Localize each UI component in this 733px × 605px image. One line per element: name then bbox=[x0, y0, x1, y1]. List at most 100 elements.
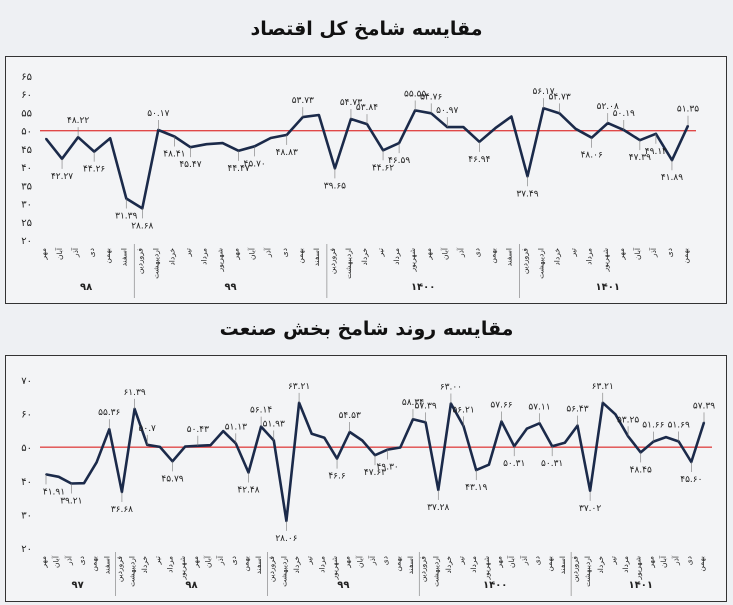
chart2-point bbox=[310, 432, 313, 435]
chart2-data-label: ۵۰.۷ bbox=[139, 424, 157, 434]
chart2-xtick: آذر bbox=[367, 555, 377, 566]
chart1-xtick: تیر bbox=[569, 248, 578, 258]
chart2-xtick: مهر bbox=[646, 556, 655, 569]
chart1-xtick: آذر bbox=[70, 247, 80, 258]
chart1-data-label: ۵۴.۷۳ bbox=[548, 92, 570, 102]
chart1-ytick: ۴۰ bbox=[21, 163, 32, 174]
chart2-data-label: ۳۷.۰۲ bbox=[579, 504, 601, 514]
chart1-point bbox=[189, 146, 192, 149]
chart2-point bbox=[272, 439, 275, 442]
chart1-xtick: مرداد bbox=[585, 248, 594, 265]
chart2-point bbox=[171, 460, 174, 463]
chart2-xtick: بهمن bbox=[241, 556, 250, 572]
chart2-data-label: ۵۳.۲۵ bbox=[617, 415, 639, 425]
chart2-data-label: ۵۱.۱۳ bbox=[225, 422, 247, 432]
chart1-year-label: ۹۹ bbox=[224, 282, 236, 293]
chart1-data-label: ۳۷.۴۹ bbox=[516, 189, 538, 199]
chart1-xtick: بهمن bbox=[488, 248, 497, 264]
chart2-xtick: مهر bbox=[39, 556, 48, 569]
chart2-xtick: تیر bbox=[305, 556, 314, 566]
chart2-xtick: اردیبهشت bbox=[431, 556, 440, 587]
chart1-point bbox=[253, 145, 256, 148]
chart1-point bbox=[205, 143, 208, 146]
chart2-xtick: مهر bbox=[495, 556, 504, 569]
chart2-point bbox=[361, 439, 364, 442]
chart2-data-label: ۵۱.۹۳ bbox=[263, 419, 285, 429]
chart1-data-label: ۲۸.۶۸ bbox=[131, 221, 153, 231]
chart2-data-label: ۶۱.۳۹ bbox=[123, 388, 145, 398]
chart2-data-label: ۶۳.۲۱ bbox=[288, 382, 310, 392]
chart1-xtick: تیر bbox=[376, 248, 385, 258]
chart2-point bbox=[95, 461, 98, 464]
chart2-point bbox=[551, 445, 554, 448]
chart1-data-label: ۵۰.۱۹ bbox=[613, 109, 635, 119]
chart2-xtick: شهریور bbox=[482, 556, 491, 580]
chart1-svg: ۲۰ ۲۵ ۳۰ ۳۵ ۴۰ ۴۵ ۵۰ ۵۵ ۶۰ ۶۵ ۴۲.۲۷ ۴۸.۲۲ ۴۴.۲۶ ۳۱.۳۹… bbox=[21, 72, 699, 298]
chart1-point bbox=[157, 129, 160, 131]
chart1-xtick: مرداد bbox=[392, 248, 401, 265]
chart1-data-label: ۴۶.۵۹ bbox=[388, 156, 410, 166]
chart1-point bbox=[590, 136, 593, 139]
chart2-xtick: اسفند bbox=[558, 556, 567, 574]
chart2-xtick: فروردین bbox=[570, 556, 579, 583]
chart1-data-label: ۴۲.۲۷ bbox=[51, 172, 73, 182]
chart2-data-label: ۴۵.۷۹ bbox=[161, 474, 183, 484]
chart2-data-label: ۴۵.۶۰ bbox=[680, 475, 702, 485]
chart1-xtick: شهریور bbox=[408, 248, 417, 272]
chart1-data-label: ۴۸.۰۶ bbox=[581, 151, 603, 161]
chart1-data-label: ۴۷.۳۹ bbox=[629, 153, 651, 163]
chart2-data-label: ۴۲.۴۸ bbox=[237, 485, 259, 495]
chart2-xtick: اسفند bbox=[102, 556, 111, 574]
chart1-data-label: ۵۶.۱۷ bbox=[532, 87, 554, 97]
chart2-xtick: آذر bbox=[671, 555, 681, 566]
chart2-point bbox=[323, 436, 326, 439]
chart2-year-label: ۱۴۰۰ bbox=[483, 580, 507, 591]
chart2-point bbox=[475, 469, 478, 471]
chart2-xtick: آذر bbox=[63, 555, 73, 566]
chart1-point bbox=[510, 115, 513, 118]
chart1-xtick: آبان bbox=[439, 247, 449, 260]
chart2-xtick: اردیبهشت bbox=[128, 556, 137, 587]
chart2-xtick: خرداد bbox=[596, 556, 605, 574]
chart2-point bbox=[563, 441, 566, 444]
chart2-data-label: ۴۶.۶ bbox=[328, 472, 346, 482]
chart2-data-label: ۴۱.۹۱ bbox=[43, 487, 65, 497]
chart1-data-label: ۴۴.۴۷ bbox=[227, 164, 249, 174]
chart2-year-label: ۱۴۰۱ bbox=[629, 580, 653, 591]
chart1-ytick: ۶۵ bbox=[21, 72, 32, 83]
chart2-ytick: ۷۰ bbox=[21, 376, 32, 387]
chart2-data-label: ۵۸.۳۴ bbox=[402, 398, 424, 408]
chart2-xtick: مهر bbox=[343, 556, 352, 569]
chart1-xtick: اسفند bbox=[119, 248, 128, 266]
chart2-point bbox=[57, 475, 60, 478]
chart2-point bbox=[45, 473, 47, 476]
chart2-point bbox=[83, 482, 85, 485]
chart2-xtick: شهریور bbox=[330, 556, 339, 580]
chart2-point bbox=[576, 424, 579, 427]
chart1-xtick: شهریور bbox=[601, 248, 610, 272]
chart1-point bbox=[334, 167, 336, 170]
chart2-data-label: ۵۶.۲۱ bbox=[452, 405, 474, 415]
chart2-data-label: ۵۰.۳۱ bbox=[541, 459, 563, 469]
chart1-point bbox=[45, 137, 47, 140]
chart1-point bbox=[382, 149, 384, 152]
chart1-xtick: اردیبهشت bbox=[151, 248, 160, 279]
chart2-data-label: ۴۳.۱۹ bbox=[465, 483, 487, 493]
chart1-data-label: ۵۴.۷۶ bbox=[420, 92, 442, 102]
chart1-point bbox=[221, 142, 224, 144]
chart1-ytick: ۶۰ bbox=[21, 90, 32, 101]
chart1-data-label: ۵۰.۹۷ bbox=[436, 106, 458, 116]
chart2-xtick: دی bbox=[381, 556, 390, 565]
chart2-xtick: فروردین bbox=[419, 556, 428, 583]
chart1-xtick: دی bbox=[87, 248, 96, 257]
chart2-xtick: فروردین bbox=[115, 556, 124, 583]
chart2-xtick: بهمن bbox=[545, 556, 554, 572]
chart1-data-label: ۴۸.۴۱ bbox=[163, 149, 185, 159]
chart2-xtick: اسفند bbox=[254, 556, 263, 574]
chart2-xtick: دی bbox=[77, 556, 86, 565]
chart2-data-label: ۵۱.۶۹ bbox=[668, 421, 690, 431]
chart1-xtick: اردیبهشت bbox=[344, 248, 353, 279]
chart2-xtick: دی bbox=[533, 556, 542, 565]
chart1-xtick: دی bbox=[472, 248, 481, 257]
